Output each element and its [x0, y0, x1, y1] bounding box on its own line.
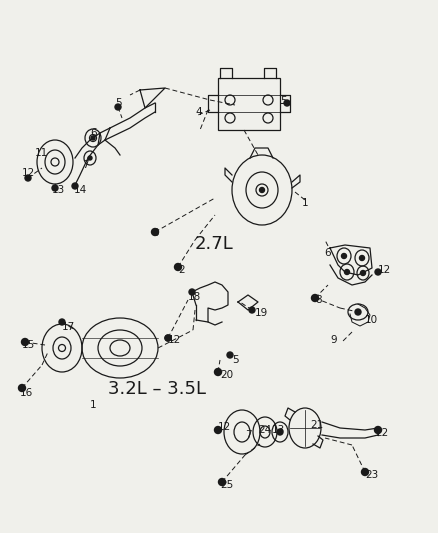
Text: 7: 7	[82, 160, 88, 170]
Text: 17: 17	[62, 322, 75, 332]
Text: 25: 25	[220, 480, 233, 490]
Text: 16: 16	[20, 388, 33, 398]
Text: 22: 22	[375, 428, 388, 438]
Circle shape	[277, 429, 283, 435]
Circle shape	[165, 335, 171, 341]
Text: 19: 19	[255, 308, 268, 318]
Circle shape	[360, 271, 365, 276]
Text: 23: 23	[365, 470, 378, 480]
Circle shape	[375, 269, 381, 275]
Text: 15: 15	[22, 340, 35, 350]
Text: 5: 5	[232, 355, 239, 365]
Text: 24: 24	[258, 425, 271, 435]
Circle shape	[152, 229, 159, 236]
Text: 7: 7	[245, 430, 251, 440]
Circle shape	[215, 368, 222, 376]
Text: 9: 9	[330, 335, 337, 345]
Circle shape	[21, 338, 28, 345]
Circle shape	[249, 307, 255, 313]
Text: 13: 13	[272, 425, 285, 435]
Circle shape	[227, 352, 233, 358]
Text: 14: 14	[74, 185, 87, 195]
Text: 20: 20	[220, 370, 233, 380]
Circle shape	[259, 188, 265, 192]
Circle shape	[174, 263, 181, 271]
Circle shape	[165, 335, 171, 341]
Text: 11: 11	[35, 148, 48, 158]
Text: 10: 10	[365, 315, 378, 325]
Circle shape	[284, 100, 290, 106]
Circle shape	[18, 384, 25, 392]
Text: 8: 8	[315, 295, 321, 305]
Text: 12: 12	[168, 335, 181, 345]
Circle shape	[360, 255, 364, 261]
Text: 12: 12	[218, 422, 231, 432]
Circle shape	[355, 309, 361, 315]
Text: 6: 6	[324, 248, 331, 258]
Text: 3.2L – 3.5L: 3.2L – 3.5L	[108, 380, 206, 398]
Circle shape	[25, 175, 31, 181]
Text: 6: 6	[90, 128, 97, 138]
Text: 4: 4	[195, 107, 201, 117]
Circle shape	[72, 183, 78, 189]
Text: 18: 18	[188, 292, 201, 302]
Circle shape	[189, 289, 195, 295]
Circle shape	[342, 254, 346, 259]
Text: 2.7L: 2.7L	[195, 235, 234, 253]
Text: 3: 3	[152, 228, 159, 238]
Text: 21: 21	[310, 420, 323, 430]
Text: 2: 2	[178, 265, 185, 275]
Text: 12: 12	[22, 168, 35, 178]
Text: 1: 1	[302, 198, 309, 208]
Text: 13: 13	[52, 185, 65, 195]
Text: 12: 12	[378, 265, 391, 275]
Circle shape	[374, 426, 381, 433]
Circle shape	[219, 479, 226, 486]
Circle shape	[215, 426, 222, 433]
Circle shape	[91, 136, 95, 140]
Text: 1: 1	[90, 400, 97, 410]
Circle shape	[115, 104, 121, 110]
Text: 5: 5	[280, 96, 286, 106]
Circle shape	[88, 156, 92, 160]
Circle shape	[345, 270, 350, 274]
Circle shape	[59, 319, 65, 325]
Circle shape	[52, 185, 58, 191]
Circle shape	[361, 469, 368, 475]
Circle shape	[311, 295, 318, 302]
Text: 5: 5	[115, 98, 122, 108]
